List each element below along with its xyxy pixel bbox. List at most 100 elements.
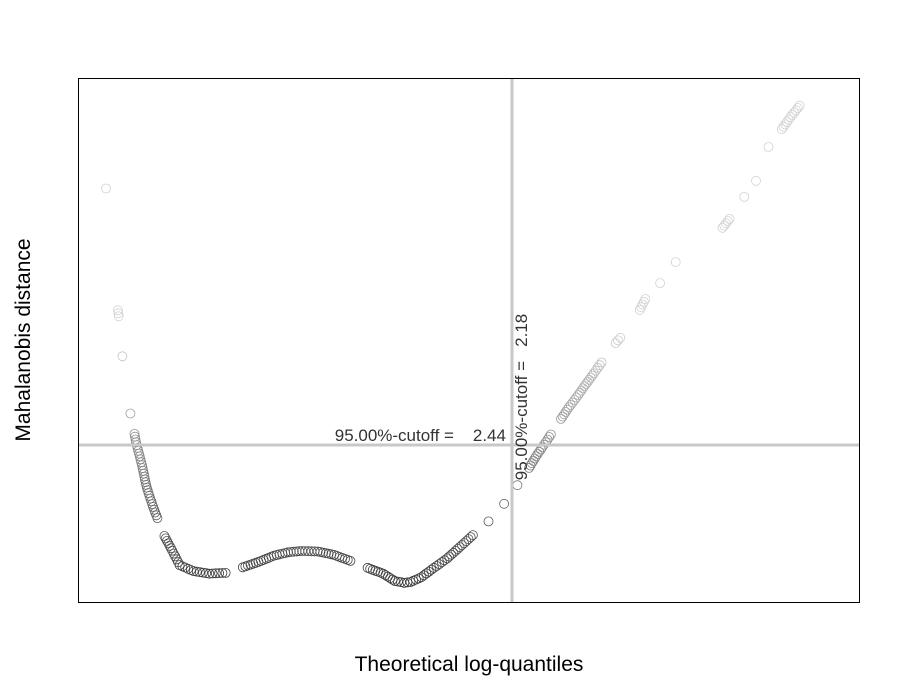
- data-point: [567, 397, 578, 408]
- data-point: [778, 121, 789, 132]
- data-point: [402, 577, 413, 588]
- data-point: [188, 566, 199, 577]
- data-point: [380, 570, 391, 580]
- data-point: [174, 560, 185, 570]
- data-point: [389, 576, 400, 586]
- data-point: [739, 191, 750, 202]
- data-point: [285, 547, 296, 557]
- data-point: [434, 559, 445, 569]
- data-point: [639, 296, 649, 307]
- data-point: [143, 488, 154, 498]
- data-point: [191, 566, 202, 577]
- data-point: [537, 442, 548, 453]
- data-point: [794, 100, 805, 111]
- data-point: [167, 545, 178, 556]
- data-point: [763, 141, 774, 152]
- data-point: [610, 338, 621, 349]
- data-point: [303, 546, 314, 557]
- data-point: [722, 216, 733, 227]
- data-point: [780, 119, 791, 130]
- data-point: [465, 532, 476, 542]
- data-point: [467, 530, 478, 540]
- data-point: [396, 577, 407, 588]
- data-point: [198, 567, 208, 578]
- data-point: [147, 499, 158, 510]
- data-point: [592, 362, 603, 373]
- data-point: [569, 395, 580, 405]
- data-point: [423, 566, 434, 577]
- data-point: [180, 562, 191, 573]
- data-point: [152, 513, 163, 523]
- data-point: [588, 368, 599, 379]
- data-point: [426, 564, 437, 575]
- data-point: [512, 480, 523, 491]
- data-point: [283, 547, 293, 558]
- data-point: [782, 117, 792, 127]
- data-point: [201, 568, 212, 579]
- data-point: [613, 335, 623, 346]
- y-axis-label: Mahalanobis distance: [12, 238, 35, 442]
- data-point: [499, 498, 510, 509]
- data-point: [640, 294, 651, 304]
- data-point: [540, 437, 551, 448]
- data-point: [670, 257, 681, 268]
- data-point: [300, 546, 311, 556]
- data-point: [405, 577, 416, 587]
- data-point: [615, 332, 626, 343]
- data-point: [528, 455, 539, 466]
- data-point: [345, 556, 356, 566]
- data-point: [288, 546, 299, 557]
- data-point: [634, 305, 645, 315]
- data-point: [207, 568, 218, 579]
- data-point: [636, 302, 647, 313]
- data-point: [378, 568, 389, 579]
- data-point: [170, 551, 181, 562]
- data-point: [776, 124, 787, 135]
- data-point: [436, 557, 447, 568]
- data-point: [210, 568, 221, 579]
- data-point: [164, 540, 175, 551]
- data-point: [421, 568, 432, 579]
- data-point: [214, 568, 225, 579]
- data-point: [596, 357, 607, 368]
- data-point: [220, 568, 231, 578]
- data-point: [113, 305, 123, 316]
- vertical-cutoff-label: 95.00%-cutoff = 2.18: [512, 314, 531, 481]
- cutoff-lines: [79, 79, 859, 602]
- data-point: [428, 562, 439, 573]
- data-point: [724, 213, 735, 224]
- data-point: [171, 554, 182, 565]
- data-point: [544, 432, 555, 442]
- data-point: [483, 516, 494, 527]
- data-point: [204, 568, 215, 579]
- data-points: [101, 100, 805, 588]
- data-point: [382, 571, 393, 582]
- data-point: [637, 299, 648, 310]
- data-point: [165, 543, 176, 554]
- data-point: [751, 175, 761, 186]
- data-point: [792, 103, 803, 113]
- data-point: [217, 568, 228, 578]
- data-point: [393, 576, 403, 587]
- plot-frame: [78, 78, 860, 603]
- data-point: [418, 570, 429, 581]
- x-axis-label: Theoretical log-quantiles: [354, 653, 584, 676]
- data-point: [177, 561, 188, 572]
- data-point: [117, 351, 128, 362]
- data-point: [565, 400, 576, 410]
- data-point: [431, 561, 442, 571]
- data-point: [101, 183, 111, 194]
- data-point: [113, 311, 124, 322]
- data-point: [194, 567, 205, 578]
- data-point: [113, 308, 124, 319]
- data-point: [146, 496, 157, 507]
- data-point: [655, 278, 665, 289]
- horizontal-cutoff-label: 95.00%-cutoff = 2.44: [335, 426, 506, 445]
- data-point: [168, 548, 179, 559]
- data-point: [185, 565, 196, 575]
- data-point: [563, 402, 574, 413]
- data-point: [416, 572, 427, 583]
- data-point: [594, 360, 605, 371]
- data-point: [546, 429, 556, 440]
